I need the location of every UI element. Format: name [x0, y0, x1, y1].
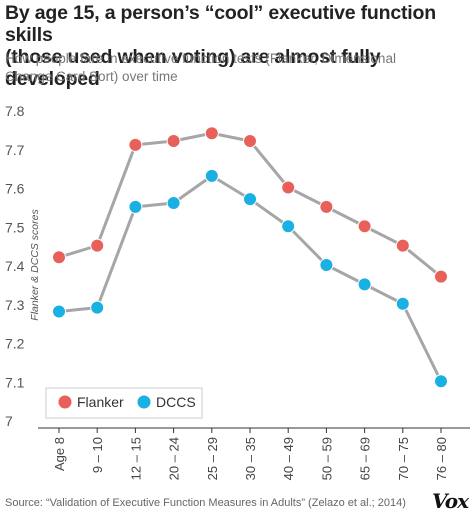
data-point-flanker [128, 137, 143, 152]
legend-label-flanker: Flanker [77, 394, 124, 410]
x-tick-label: 70 – 75 [396, 437, 411, 480]
x-tick-label: 20 – 24 [167, 437, 182, 480]
data-point-dccs [90, 300, 105, 315]
x-tick-label: 25 – 29 [205, 437, 220, 480]
y-tick-label: 7.3 [5, 297, 25, 313]
data-point-dccs [52, 304, 66, 319]
legend-label-dccs: DCCS [156, 394, 196, 410]
x-tick-label: 50 – 59 [319, 437, 334, 480]
x-tick-label: 76 – 80 [434, 437, 449, 480]
vox-logo: Vox [432, 489, 469, 513]
y-tick-label: 7.4 [5, 258, 25, 274]
data-point-flanker [204, 126, 219, 141]
chart-subtitle-line-1: How people fare in executive function te… [5, 51, 396, 66]
y-tick-label: 7.5 [5, 219, 25, 235]
x-tick-label: 12 – 15 [128, 437, 143, 480]
data-point-flanker [52, 250, 66, 265]
source-note: Source: “Validation of Executive Functio… [5, 497, 406, 509]
x-tick-label: 30 – 35 [243, 437, 258, 480]
data-point-flanker [395, 238, 410, 253]
data-point-dccs [319, 258, 334, 272]
data-point-flanker [434, 269, 448, 284]
y-tick-label: 7.2 [5, 336, 25, 352]
chart-title: By age 15, a person’s “cool” executive f… [5, 2, 471, 90]
data-point-flanker [319, 199, 334, 214]
y-tick-label: 7.1 [5, 374, 25, 390]
data-point-flanker [243, 134, 257, 148]
data-point-flanker [281, 180, 296, 195]
x-tick-label: 65 – 69 [358, 437, 373, 480]
chart-title-line-2: (those used when voting) are almost full… [5, 46, 381, 90]
legend-marker-dccs [137, 395, 151, 409]
data-point-flanker [90, 238, 105, 253]
series-line-dccs [58, 174, 443, 382]
data-point-flanker [166, 134, 181, 148]
legend-marker-flanker [58, 395, 72, 409]
chart-subtitle: How people fare in executive function te… [5, 50, 471, 86]
y-tick-label: 7 [5, 413, 13, 429]
chart-title-line-1: By age 15, a person’s “cool” executive f… [5, 2, 436, 46]
y-tick-label: 7.6 [5, 181, 25, 197]
chart-subtitle-line-2: Change Card Sort) over time [5, 69, 178, 84]
y-axis-label: Flanker & DCCS scores [29, 209, 41, 321]
x-tick-label: 40 – 49 [281, 437, 296, 480]
data-point-flanker [357, 219, 372, 234]
x-tick-label: 9 – 10 [90, 437, 105, 473]
data-point-dccs [395, 296, 410, 311]
x-tick-label: Age 8 [52, 437, 67, 471]
data-point-dccs [243, 192, 257, 207]
y-tick-label: 7.8 [5, 103, 25, 119]
data-point-dccs [281, 219, 296, 234]
legend-box [45, 387, 203, 419]
data-point-dccs [204, 168, 219, 183]
data-point-dccs [357, 277, 372, 292]
y-tick-label: 7.7 [5, 142, 25, 158]
data-point-dccs [128, 199, 143, 214]
data-point-dccs [434, 374, 448, 389]
data-point-dccs [166, 196, 181, 210]
